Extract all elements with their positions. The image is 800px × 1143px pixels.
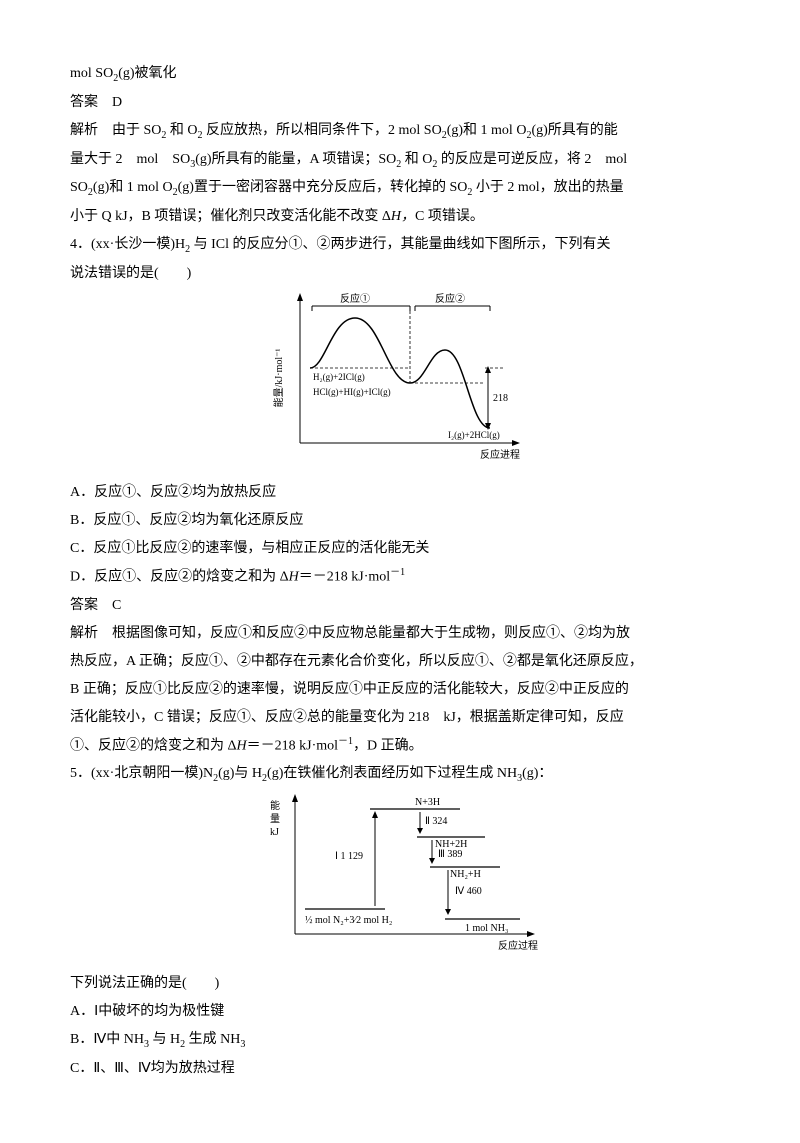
q4-option-b: B．反应①、反应②均为氧化还原反应 — [70, 507, 730, 535]
svg-text:½ mol N₂+3⁄2 mol H₂: ½ mol N₂+3⁄2 mol H₂ — [305, 915, 392, 926]
q3-explanation: 解析 由于 SO2 和 O2 反应放热，所以相同条件下，2 mol SO2(g)… — [70, 117, 730, 146]
svg-text:能量/kJ·mol⁻¹: 能量/kJ·mol⁻¹ — [272, 349, 285, 408]
svg-text:I₂(g)+2HCl(g): I₂(g)+2HCl(g) — [448, 430, 500, 440]
svg-text:H₂(g)+2ICl(g): H₂(g)+2ICl(g) — [313, 372, 365, 382]
q3-answer: 答案 D — [70, 89, 730, 117]
q3-explanation: 小于 Q kJ，B 项错误；催化剂只改变活化能不改变 ΔH，C 项错误。 — [70, 203, 730, 231]
svg-text:反应①: 反应① — [340, 292, 370, 305]
svg-text:量: 量 — [270, 813, 280, 825]
svg-text:1 mol NH₃: 1 mol NH₃ — [465, 923, 509, 934]
q5-stem: 5．(xx·北京朝阳一模)N2(g)与 H2(g)在铁催化剂表面经历如下过程生成… — [70, 760, 730, 789]
q4-explanation: 热反应，A 正确；反应①、②中都存在元素化合价变化，所以反应①、②都是氧化还原反… — [70, 648, 730, 676]
q4-explanation: ①、反应②的焓变之和为 ΔH＝－218 kJ·mol－1，D 正确。 — [70, 732, 730, 761]
q5-energy-diagram: 反应过程 能 量 kJ N+3H Ⅱ 324 NH+2H Ⅲ 389 NH₂+H… — [250, 789, 550, 959]
q3-explanation: 量大于 2 mol SO3(g)所具有的能量，A 项错误；SO2 和 O2 的反… — [70, 146, 730, 175]
q4-option-c: C．反应①比反应②的速率慢，与相应正反应的活化能无关 — [70, 535, 730, 563]
svg-text:反应进程: 反应进程 — [480, 448, 520, 461]
q4-energy-diagram: 能量/kJ·mol⁻¹ 反应进程 反应① 反应② H₂(g)+2ICl(g) H… — [270, 288, 530, 468]
q4-option-d: D．反应①、反应②的焓变之和为 ΔH＝－218 kJ·mol－1 — [70, 563, 730, 592]
svg-text:反应②: 反应② — [435, 292, 465, 305]
q4-explanation: B 正确；反应①比反应②的速率慢，说明反应①中正反应的活化能较大，反应②中正反应… — [70, 676, 730, 704]
svg-text:能: 能 — [270, 799, 280, 812]
svg-text:Ⅱ 324: Ⅱ 324 — [425, 816, 447, 827]
svg-text:反应过程: 反应过程 — [498, 939, 538, 952]
q4-stem: 说法错误的是( ) — [70, 260, 730, 288]
q4-explanation: 活化能较小，C 错误；反应①、反应②总的能量变化为 218 kJ，根据盖斯定律可… — [70, 704, 730, 732]
svg-text:Ⅲ 389: Ⅲ 389 — [438, 849, 462, 860]
q3-frag: mol SO2(g)被氧化 — [70, 60, 730, 89]
q4-answer: 答案 C — [70, 592, 730, 620]
q5-option-b: B．Ⅳ中 NH3 与 H2 生成 NH3 — [70, 1026, 730, 1055]
q5-option-c: C．Ⅱ、Ⅲ、Ⅳ均为放热过程 — [70, 1055, 730, 1083]
svg-text:218: 218 — [493, 393, 508, 404]
svg-text:NH₂+H: NH₂+H — [450, 869, 481, 880]
svg-text:Ⅰ 1 129: Ⅰ 1 129 — [335, 851, 363, 862]
svg-text:Ⅳ 460: Ⅳ 460 — [455, 886, 482, 897]
q4-explanation: 解析 根据图像可知，反应①和反应②中反应物总能量都大于生成物，则反应①、②均为放 — [70, 620, 730, 648]
svg-text:HCl(g)+HI(g)+ICl(g): HCl(g)+HI(g)+ICl(g) — [313, 387, 391, 397]
q5-option-a: A．Ⅰ中破坏的均为极性键 — [70, 998, 730, 1026]
q4-option-a: A．反应①、反应②均为放热反应 — [70, 479, 730, 507]
q5-prompt: 下列说法正确的是( ) — [70, 970, 730, 998]
q4-stem: 4．(xx·长沙一模)H2 与 ICl 的反应分①、②两步进行，其能量曲线如下图… — [70, 231, 730, 260]
svg-text:N+3H: N+3H — [415, 797, 440, 808]
svg-text:kJ: kJ — [270, 827, 279, 838]
q3-explanation: SO2(g)和 1 mol O2(g)置于一密闭容器中充分反应后，转化掉的 SO… — [70, 174, 730, 203]
